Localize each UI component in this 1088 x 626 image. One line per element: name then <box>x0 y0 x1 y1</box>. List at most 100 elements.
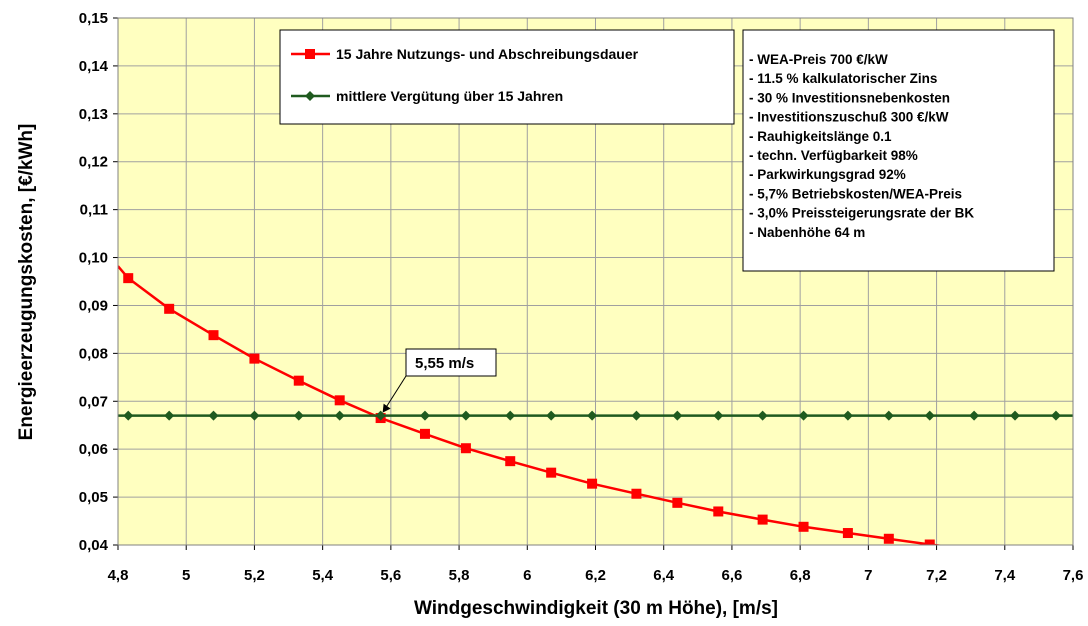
x-tick-label: 7,6 <box>1063 567 1084 584</box>
legend-marker-square <box>305 49 315 59</box>
series-1-point <box>631 410 642 421</box>
series-0-point <box>164 303 175 314</box>
series-1-point <box>334 410 345 421</box>
parameter-box: - WEA-Preis 700 €/kW - 11.5 % kalkulatori… <box>742 29 1055 272</box>
x-axis: 4,8 5 5,2 5,4 5,6 5,8 6 6,2 6,4 6,6 6,8 7 7,2 7,4 7,6 <box>108 545 1084 584</box>
series-1-point <box>123 410 134 421</box>
series-1-point <box>969 410 980 421</box>
x-tick-label: 5 <box>182 567 190 584</box>
y-axis-title: Energieerzeugungskosten, [€/kWh] <box>16 124 37 441</box>
series-1-point <box>672 410 683 421</box>
parameter-line: - Nabenhöhe 64 m <box>749 225 865 240</box>
series-layer <box>118 265 1073 545</box>
x-tick-label: 5,6 <box>380 567 401 584</box>
series-1-point <box>924 410 935 421</box>
y-tick-label: 0,15 <box>79 10 108 27</box>
series-0-point <box>631 488 642 499</box>
y-tick-label: 0,11 <box>80 202 108 219</box>
series-0-point <box>713 506 724 517</box>
series-1-point <box>883 410 894 421</box>
x-tick-label: 5,8 <box>449 567 470 584</box>
series-0-point <box>924 539 935 545</box>
series-0-point <box>419 428 430 439</box>
legend-label-1: mittlere Vergütung über 15 Jahren <box>336 88 563 104</box>
legend-label-0: 15 Jahre Nutzungs- und Abschreibungsdaue… <box>336 46 639 62</box>
series-1-point <box>460 410 471 421</box>
parameter-line: - Investitionszuschuß 300 €/kW <box>749 110 949 125</box>
series-0-point <box>249 353 260 364</box>
y-axis: 0,04 0,05 0,06 0,07 0,08 0,09 0,10 0,11 0,12 0,13… <box>79 10 118 554</box>
crossover-annotation: 5,55 m/s <box>382 348 497 413</box>
x-tick-label: 7 <box>864 567 872 584</box>
series-1-point <box>505 410 516 421</box>
series-0-point <box>460 443 471 454</box>
series-1-point <box>164 410 175 421</box>
series-1-point <box>713 410 724 421</box>
y-tick-label: 0,07 <box>79 393 108 410</box>
y-tick-label: 0,06 <box>79 441 108 458</box>
series-0-point <box>208 330 219 341</box>
series-1-point <box>798 410 809 421</box>
series-1-point <box>1010 410 1021 421</box>
legend: 15 Jahre Nutzungs- und Abschreibungsdaue… <box>279 29 735 125</box>
y-tick-label: 0,09 <box>79 297 108 314</box>
series-1-point <box>546 410 557 421</box>
series-1-point <box>293 410 304 421</box>
x-tick-label: 6 <box>523 567 531 584</box>
x-tick-label: 5,4 <box>312 567 334 584</box>
series-1-point <box>587 410 598 421</box>
series-0-point <box>798 521 809 532</box>
series-1-point <box>208 410 219 421</box>
x-tick-label: 5,2 <box>244 567 265 584</box>
x-axis-title: Windgeschwindigkeit (30 m Höhe), [m/s] <box>414 598 778 619</box>
series-0-point <box>587 478 598 489</box>
x-tick-label: 6,6 <box>721 567 742 584</box>
parameter-box-frame <box>742 29 1055 272</box>
parameter-line: - Rauhigkeitslänge 0.1 <box>749 129 892 144</box>
series-1-point <box>419 410 430 421</box>
y-tick-label: 0,05 <box>79 489 108 506</box>
series-0-point <box>883 533 894 544</box>
y-tick-label: 0,04 <box>79 537 109 554</box>
legend-marker-diamond <box>305 91 315 101</box>
x-tick-label: 6,4 <box>653 567 675 584</box>
x-tick-label: 7,4 <box>994 567 1016 584</box>
y-tick-label: 0,10 <box>79 250 108 267</box>
series-1-point <box>757 410 768 421</box>
annotation-arrow <box>384 375 407 410</box>
x-tick-label: 6,2 <box>585 567 606 584</box>
series-0-point <box>505 456 516 467</box>
y-tick-label: 0,12 <box>79 154 108 171</box>
parameter-line: - 5,7% Betriebskosten/WEA-Preis <box>749 186 962 201</box>
series-0-point <box>757 514 768 525</box>
annotation-label: 5,55 m/s <box>415 355 474 372</box>
series-0-point <box>546 467 557 478</box>
x-tick-label: 7,2 <box>926 567 947 584</box>
series-1-point <box>1050 410 1061 421</box>
series-0-point <box>293 375 304 386</box>
series-0-point <box>672 497 683 508</box>
series-0-point <box>334 395 345 406</box>
annotation-box <box>405 348 497 377</box>
parameter-line: - techn. Verfügbarkeit 98% <box>749 148 918 163</box>
legend-box <box>279 29 735 125</box>
y-tick-label: 0,14 <box>79 58 109 75</box>
annotation-arrowhead <box>382 403 391 413</box>
y-tick-label: 0,08 <box>79 345 108 362</box>
plot-border <box>117 17 1074 546</box>
series-0-point <box>842 528 853 539</box>
x-tick-label: 4,8 <box>108 567 129 584</box>
parameter-list: - WEA-Preis 700 €/kW - 11.5 % kalkulatori… <box>749 52 974 240</box>
series-0-point <box>123 273 134 284</box>
parameter-line: - 3,0% Preissteigerungsrate der BK <box>749 206 974 221</box>
x-tick-label: 6,8 <box>790 567 811 584</box>
parameter-line: - 30 % Investitionsnebenkosten <box>749 90 950 105</box>
series-line-0 <box>118 265 945 545</box>
series-1-point <box>375 410 386 421</box>
series-1-point <box>842 410 853 421</box>
parameter-line: - 11.5 % kalkulatorischer Zins <box>749 71 937 86</box>
parameter-line: - WEA-Preis 700 €/kW <box>749 52 888 67</box>
parameter-line: - Parkwirkungsgrad 92% <box>749 167 906 182</box>
y-tick-label: 0,13 <box>79 106 108 123</box>
